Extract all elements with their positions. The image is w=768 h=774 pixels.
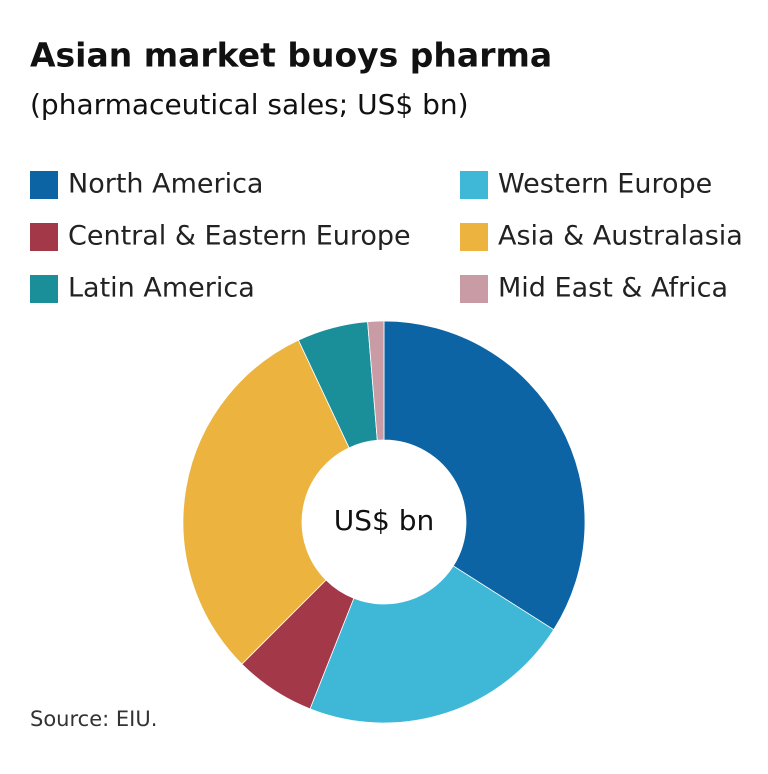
donut-slice [182,339,350,665]
legend-swatch [460,171,488,199]
legend-swatch [460,275,488,303]
source: Source: EIU. [30,707,157,731]
legend-swatch [30,171,58,199]
donut-slice [383,320,586,631]
chart-subtitle: (pharmaceutical sales; US$ bn) [30,88,469,121]
legend-label: Western Europe [498,169,712,200]
legend-swatch [460,223,488,251]
legend-label: Mid East & Africa [498,273,728,304]
donut-slice [367,320,385,441]
legend-label: Central & Eastern Europe [68,221,411,252]
legend-label: Asia & Australasia [498,221,743,252]
legend-swatch [30,275,58,303]
legend-label: North America [68,169,263,200]
center-label: US$ bn [334,504,435,537]
legend-label: Latin America [68,273,255,304]
chart-title: Asian market buoys pharma [30,36,552,75]
legend-swatch [30,223,58,251]
donut-slice [309,565,555,724]
